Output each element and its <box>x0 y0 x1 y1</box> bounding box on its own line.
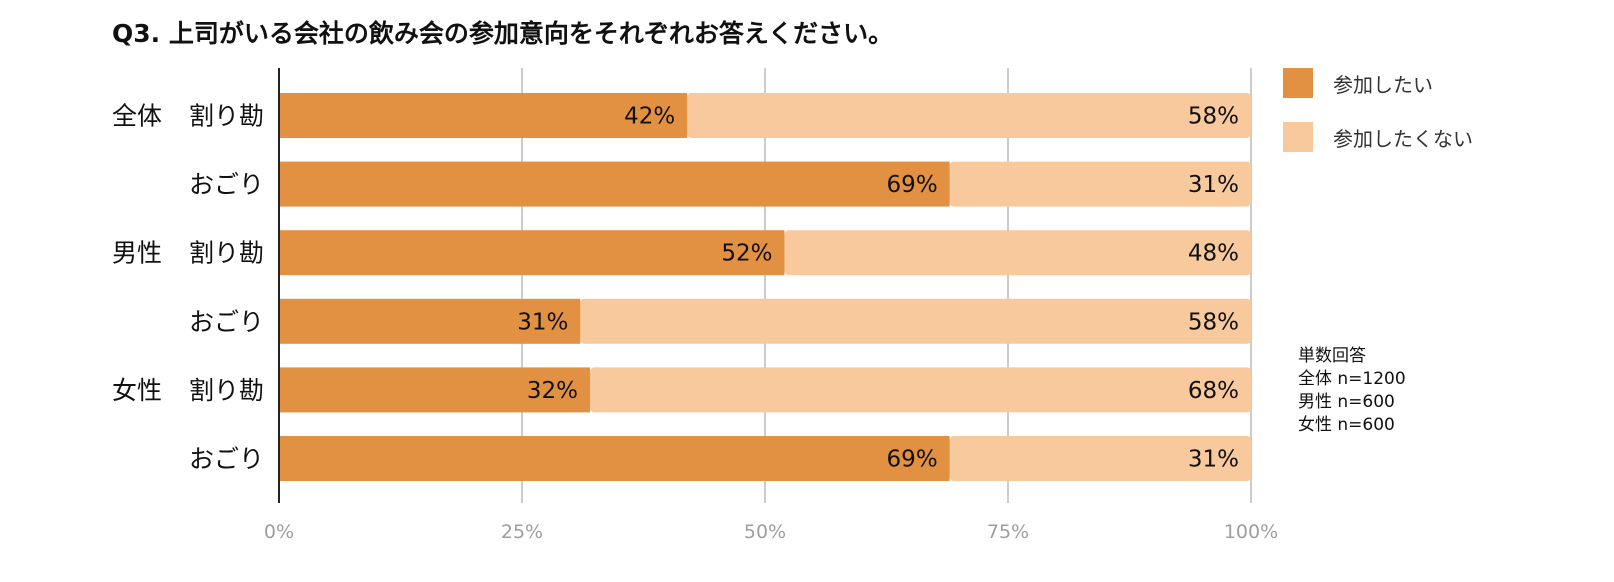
legend-swatch-want <box>1283 68 1313 98</box>
data-label-not-want: 58% <box>1188 104 1239 130</box>
note-line: 全体 n=1200 <box>1298 369 1406 389</box>
x-tick-label: 25% <box>501 521 543 543</box>
x-tick-label: 0% <box>264 521 294 543</box>
chart-legend: 参加したい 参加したくない <box>1283 68 1473 176</box>
category-sub-label: おごり <box>189 445 264 474</box>
category-group-label: 男性 <box>112 239 162 268</box>
data-label-not-want: 58% <box>1188 309 1239 335</box>
bar-segment-not-want <box>580 298 1251 344</box>
category-sub-label: 割り勘 <box>189 239 264 268</box>
category-sub-label: おごり <box>189 170 264 199</box>
bar-segment-want <box>279 367 591 413</box>
x-tick-label: 50% <box>744 521 786 543</box>
note-line: 単数回答 <box>1298 346 1366 366</box>
data-label-want: 52% <box>721 241 772 267</box>
bar-segment-not-want <box>949 161 1251 207</box>
category-group-label: 女性 <box>112 376 162 405</box>
bar-segment-not-want <box>687 93 1251 138</box>
category-sub-label: おごり <box>189 307 264 336</box>
legend-item-not-want: 参加したくない <box>1283 122 1473 152</box>
bar-segment-want <box>279 161 950 207</box>
note-line: 女性 n=600 <box>1298 415 1395 435</box>
legend-label-want: 参加したい <box>1333 72 1433 97</box>
data-label-not-want: 31% <box>1188 447 1239 473</box>
legend-swatch-not-want <box>1283 122 1313 152</box>
data-label-want: 31% <box>517 309 568 335</box>
bar-segment-not-want <box>949 436 1251 481</box>
data-label-want: 42% <box>624 104 675 130</box>
legend-item-want: 参加したい <box>1283 68 1473 98</box>
bar-segment-want <box>279 436 950 481</box>
bar-segment-not-want <box>590 367 1251 413</box>
x-tick-label: 75% <box>987 521 1029 543</box>
category-sub-label: 割り勘 <box>189 376 264 405</box>
data-label-not-want: 68% <box>1188 378 1239 404</box>
note-line: 男性 n=600 <box>1298 392 1395 412</box>
data-label-not-want: 48% <box>1188 241 1239 267</box>
data-label-want: 32% <box>527 378 578 404</box>
data-label-want: 69% <box>887 172 938 198</box>
chart-title: Q3. 上司がいる会社の飲み会の参加意向をそれぞれお答えください。 <box>112 19 894 48</box>
category-sub-label: 割り勘 <box>189 102 264 131</box>
bar-segment-want <box>279 230 785 276</box>
x-tick-label: 100% <box>1224 521 1278 543</box>
bar-segment-not-want <box>784 230 1251 276</box>
category-group-label: 全体 <box>112 102 162 131</box>
data-label-not-want: 31% <box>1188 172 1239 198</box>
bar-segment-want <box>279 93 688 138</box>
bar-segment-want <box>279 298 581 344</box>
data-label-want: 69% <box>887 447 938 473</box>
sample-size-note: 単数回答 全体 n=1200 男性 n=600 女性 n=600 <box>1298 345 1406 437</box>
legend-label-not-want: 参加したくない <box>1333 126 1473 151</box>
